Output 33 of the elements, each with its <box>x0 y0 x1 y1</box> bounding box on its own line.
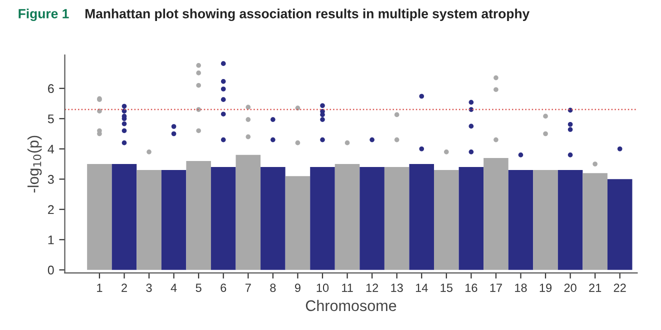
x-tick-label: 2 <box>122 284 127 292</box>
x-tick-label: 14 <box>416 284 428 292</box>
x-tick-label: 7 <box>245 284 251 292</box>
x-tick-label: 20 <box>564 284 576 292</box>
y-tick-label: 3 <box>48 174 54 184</box>
x-tick-label: 13 <box>391 284 403 292</box>
x-tick-label: 10 <box>316 284 329 292</box>
x-tick-label: 16 <box>466 284 478 292</box>
chart-title: Manhattan plot showing association results in multiple system atrophy <box>85 8 530 22</box>
y-axis-title: -log$_{10}$(p) <box>27 136 42 193</box>
x-tick-label: 22 <box>614 284 626 292</box>
y-tick-label: 1 <box>48 236 54 244</box>
x-tick-label: 21 <box>589 284 602 292</box>
x-tick-label: 12 <box>366 284 378 292</box>
x-tick-label: 15 <box>440 284 452 292</box>
x-tick-label: 17 <box>490 284 502 292</box>
y-tick-label: 2 <box>48 205 54 214</box>
x-tick-label: 4 <box>170 284 177 292</box>
caption: Figure 1 <box>18 8 69 22</box>
x-tick-label: 9 <box>294 284 300 292</box>
x-tick-label: 3 <box>146 284 152 292</box>
x-tick-label: 1 <box>97 284 102 292</box>
y-tick-label: 4 <box>48 144 54 154</box>
y-tick-label: 5 <box>48 114 54 124</box>
x-tick-label: 6 <box>220 284 226 292</box>
y-tick-label: 0 <box>48 266 54 275</box>
x-tick-label: 8 <box>270 284 276 292</box>
x-tick-label: 18 <box>515 284 527 292</box>
x-axis-title: Chromosome <box>306 300 396 312</box>
y-tick-label: 6 <box>48 84 54 94</box>
x-tick-label: 11 <box>342 284 353 292</box>
x-tick-label: 5 <box>196 284 202 292</box>
x-tick-label: 19 <box>540 284 552 292</box>
